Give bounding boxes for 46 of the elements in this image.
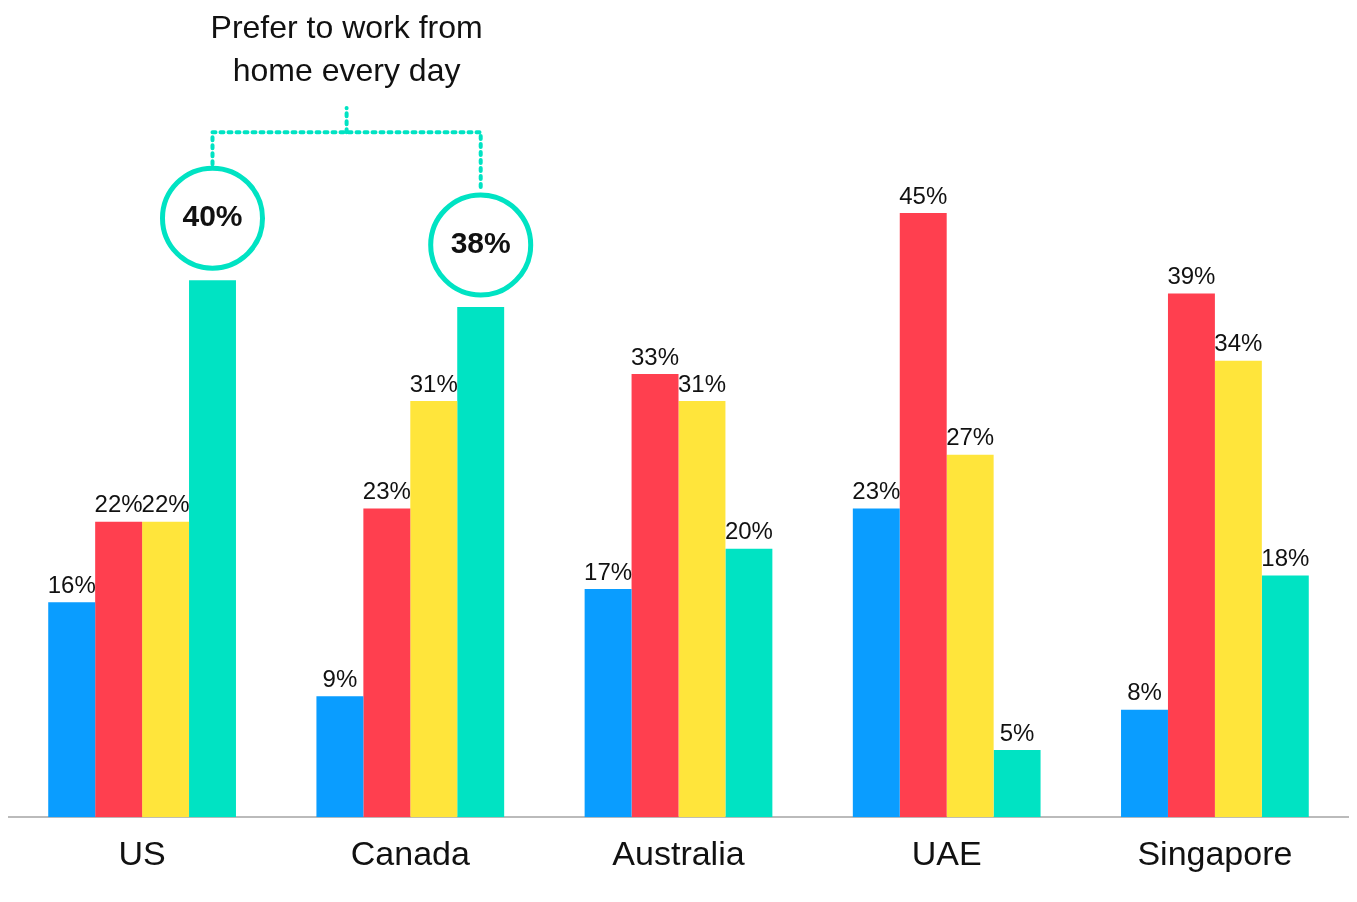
bar bbox=[48, 602, 96, 818]
bar bbox=[678, 400, 726, 818]
data-label: 23% bbox=[852, 477, 901, 505]
data-label: 22% bbox=[141, 490, 190, 518]
data-label: 20% bbox=[724, 517, 773, 545]
x-tick-label: Australia bbox=[612, 833, 745, 872]
bar bbox=[584, 588, 632, 818]
bar bbox=[316, 696, 364, 818]
bar bbox=[410, 400, 458, 818]
data-label: 33% bbox=[631, 342, 680, 370]
data-label: 22% bbox=[94, 490, 143, 518]
x-tick-label: UAE bbox=[911, 833, 982, 872]
bar bbox=[1121, 709, 1168, 818]
data-label: 27% bbox=[946, 423, 995, 451]
data-label: 8% bbox=[1127, 678, 1162, 706]
bar bbox=[946, 454, 994, 818]
data-label: 40% bbox=[182, 199, 243, 233]
data-label: 39% bbox=[1167, 262, 1216, 290]
data-label: 31% bbox=[677, 369, 726, 397]
data-label: 23% bbox=[362, 477, 411, 505]
data-label: 16% bbox=[47, 571, 96, 598]
bar bbox=[363, 508, 411, 818]
x-tick-label: Singapore bbox=[1137, 833, 1293, 872]
data-label: 31% bbox=[409, 369, 458, 397]
data-label: 9% bbox=[322, 664, 358, 692]
bar bbox=[457, 306, 505, 818]
bar bbox=[189, 280, 236, 818]
bar bbox=[631, 374, 679, 818]
x-tick-label: US bbox=[118, 833, 166, 872]
x-tick-label: Canada bbox=[350, 833, 470, 872]
data-label: 18% bbox=[1261, 544, 1310, 572]
data-label: 38% bbox=[450, 226, 511, 260]
text: Prefer to work from home every day bbox=[210, 9, 483, 88]
data-label: 34% bbox=[1214, 329, 1263, 357]
bar bbox=[899, 213, 947, 818]
bar bbox=[1214, 360, 1262, 818]
data-label: 17% bbox=[584, 557, 633, 585]
bar bbox=[852, 508, 900, 818]
bar bbox=[142, 521, 190, 818]
bar bbox=[1167, 293, 1215, 818]
data-label: 5% bbox=[999, 718, 1035, 746]
bar bbox=[1261, 575, 1309, 818]
bar bbox=[993, 750, 1041, 818]
bar bbox=[725, 548, 773, 818]
bar bbox=[95, 521, 143, 818]
data-label: 45% bbox=[899, 181, 948, 209]
